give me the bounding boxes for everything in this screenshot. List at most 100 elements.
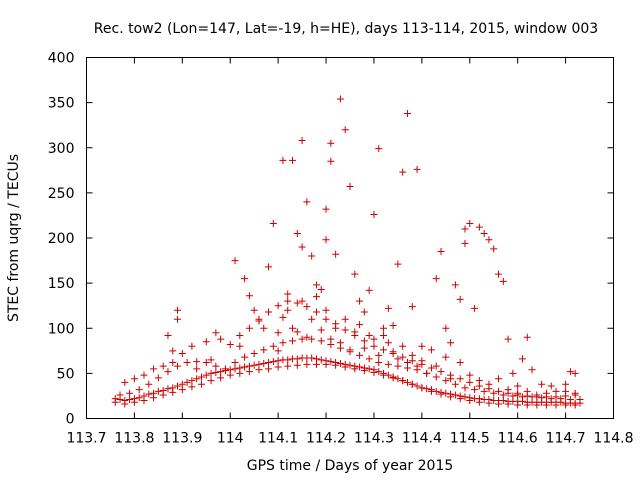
data-point: [528, 366, 536, 374]
data-point: [380, 346, 388, 354]
data-point: [322, 205, 330, 213]
data-point: [269, 358, 277, 366]
y-tick-label: 50: [57, 366, 75, 382]
data-point: [437, 368, 445, 376]
data-point: [485, 399, 493, 407]
data-point: [480, 387, 488, 395]
y-axis-label: STEC from uqrg / TECUs: [6, 154, 22, 322]
data-point: [317, 326, 325, 334]
data-point: [207, 369, 215, 377]
data-point: [542, 401, 550, 409]
data-point: [365, 286, 373, 294]
data-point: [298, 335, 306, 343]
data-point: [384, 339, 392, 347]
data-point: [298, 297, 306, 305]
data-point: [169, 359, 177, 367]
data-point: [389, 374, 397, 382]
data-point: [375, 351, 383, 359]
data-point: [475, 398, 483, 406]
data-point: [466, 378, 474, 386]
data-point: [193, 375, 201, 383]
data-point: [451, 380, 459, 388]
data-point: [164, 331, 172, 339]
data-point: [418, 342, 426, 350]
data-point: [495, 400, 503, 408]
x-tick-label: 113.9: [162, 431, 202, 447]
data-point: [130, 375, 138, 383]
data-point: [495, 375, 503, 383]
data-point: [202, 359, 210, 367]
data-point: [245, 368, 253, 376]
data-point: [341, 363, 349, 371]
data-point: [207, 356, 215, 364]
data-point: [217, 374, 225, 382]
data-point: [365, 365, 373, 373]
data-point: [360, 344, 368, 352]
data-point: [332, 361, 340, 369]
data-point: [169, 347, 177, 355]
data-point: [145, 390, 153, 398]
data-point: [408, 380, 416, 388]
data-point: [140, 396, 148, 404]
data-point: [418, 384, 426, 392]
data-point: [346, 361, 354, 369]
data-point: [303, 360, 311, 368]
data-point: [269, 220, 277, 228]
data-point: [284, 356, 292, 364]
data-point: [116, 391, 124, 399]
data-point: [518, 355, 526, 363]
data-point: [322, 306, 330, 314]
data-point: [207, 377, 215, 385]
data-point: [289, 337, 297, 345]
data-point: [341, 326, 349, 334]
data-point: [327, 139, 335, 147]
data-point: [298, 243, 306, 251]
data-point: [495, 387, 503, 395]
data-point: [236, 331, 244, 339]
data-point: [413, 382, 421, 390]
data-point: [293, 328, 301, 336]
chart-title: Rec. tow2 (Lon=147, Lat=-19, h=HE), days…: [94, 21, 598, 37]
data-point: [303, 198, 311, 206]
data-point: [245, 292, 253, 300]
data-point: [514, 401, 522, 409]
data-point: [399, 168, 407, 176]
data-point: [351, 365, 359, 373]
x-tick-label: 114.2: [306, 431, 346, 447]
data-point: [327, 157, 335, 165]
data-point: [341, 126, 349, 134]
data-point: [274, 329, 282, 337]
data-point: [413, 362, 421, 370]
data-point: [202, 338, 210, 346]
data-point: [336, 359, 344, 367]
data-point: [542, 389, 550, 397]
data-point: [562, 380, 570, 388]
data-point: [188, 377, 196, 385]
data-point: [197, 380, 205, 388]
data-point: [451, 281, 459, 289]
data-point: [193, 365, 201, 373]
data-point: [269, 342, 277, 350]
data-point: [365, 331, 373, 339]
data-point: [427, 364, 435, 372]
data-point: [408, 303, 416, 311]
data-point: [202, 371, 210, 379]
data-point: [504, 335, 512, 343]
data-point: [174, 315, 182, 323]
data-point: [360, 337, 368, 345]
y-tick-label: 250: [48, 186, 75, 202]
data-point: [394, 362, 402, 370]
data-point: [475, 223, 483, 231]
data-point: [461, 393, 469, 401]
data-point: [432, 362, 440, 370]
data-point: [255, 366, 263, 374]
data-point: [312, 360, 320, 368]
data-point: [413, 165, 421, 173]
data-point: [523, 401, 531, 409]
data-point: [375, 368, 383, 376]
data-point: [145, 380, 153, 388]
data-point: [480, 229, 488, 237]
data-point: [188, 342, 196, 350]
data-point: [370, 368, 378, 376]
data-point: [284, 306, 292, 314]
